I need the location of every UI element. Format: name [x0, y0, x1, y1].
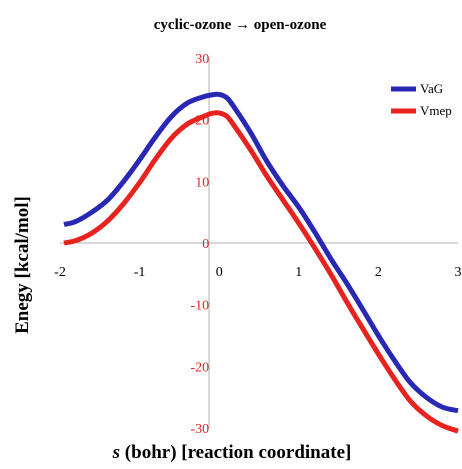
x-axis-label-variable: s: [112, 442, 120, 463]
x-axis-label: s (bohr) [reaction coordinate]: [112, 442, 352, 463]
series-line-vmep: [63, 110, 459, 434]
y-tick-label: -20: [191, 360, 210, 375]
x-tick-label: 1: [295, 265, 302, 280]
y-axis-label: Enegy [kcal/mol]: [12, 196, 33, 334]
legend-label-vag: VaG: [420, 81, 443, 96]
y-tick-label: 0: [202, 237, 209, 252]
x-tick-label: -1: [134, 265, 146, 280]
x-tick-label: -2: [54, 265, 66, 280]
x-tick-label: 0: [216, 265, 223, 280]
x-tick-labels: -2 -1 0 1 2 3: [54, 265, 461, 280]
x-axis-label-text: (bohr) [reaction coordinate]: [120, 442, 351, 463]
y-tick-label: -10: [191, 299, 210, 314]
series-line-vag: [63, 91, 459, 414]
chart-title: cyclic-ozone → open-ozone: [154, 17, 327, 33]
x-tick-label: 3: [455, 265, 462, 280]
x-tick-label: 2: [375, 265, 382, 280]
y-tick-label: -30: [191, 422, 210, 437]
y-tick-label: 30: [195, 52, 209, 67]
legend-label-vmep: Vmep: [420, 103, 452, 118]
y-tick-label: 10: [195, 175, 209, 190]
series-lines: [63, 91, 459, 434]
legend: VaG Vmep: [391, 81, 452, 118]
